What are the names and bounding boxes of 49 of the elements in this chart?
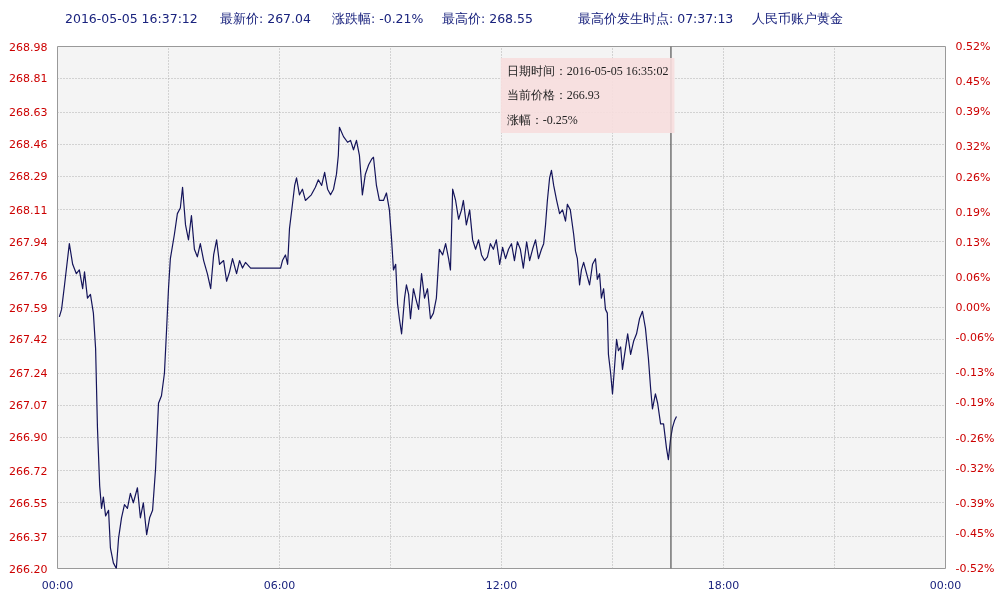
text: 最高价: 268.55 xyxy=(442,10,533,28)
y2-tick-label: 0.32% xyxy=(955,140,991,154)
y-tick-label: 266.55 xyxy=(9,496,48,510)
line-series xyxy=(58,126,678,569)
annotation: 当前价格：266.93 xyxy=(506,88,600,103)
chart-subtitle: 人民币账户黄金 xyxy=(752,10,843,28)
y-tick-label: 268.81 xyxy=(9,72,48,86)
y2-tick-label: -0.26% xyxy=(955,431,995,445)
x-tick-label: 12:00 xyxy=(485,578,518,592)
chart-title: 2016-05-05 16:37:12 xyxy=(65,10,198,28)
y-tick-label: 266.20 xyxy=(9,562,48,576)
x-tick-label: 06:00 xyxy=(263,578,296,592)
y2-tick-label: -0.52% xyxy=(955,562,995,575)
y2-tick-label: -0.45% xyxy=(955,526,995,540)
y2-tick-label: -0.13% xyxy=(955,366,995,380)
annotation: 涨幅：-0.25% xyxy=(506,112,578,127)
y-tick-label: 267.07 xyxy=(9,399,48,413)
text: 最高价发生时点: 07:37:13 xyxy=(578,10,734,28)
text: 最新价: 267.04 xyxy=(220,10,311,28)
y-tick-label: 267.42 xyxy=(9,333,48,347)
y-tick-label: 267.59 xyxy=(9,301,48,315)
x-tick-label: 18:00 xyxy=(707,578,740,592)
y-tick-label: 268.11 xyxy=(9,203,48,217)
y2-tick-label: 0.19% xyxy=(955,205,991,219)
x-tick-label: 00:00 xyxy=(929,578,962,592)
y2-tick-label: -0.19% xyxy=(955,396,995,410)
y-tick-label: 268.46 xyxy=(9,138,48,152)
y-tick-label: 267.24 xyxy=(9,367,48,381)
y-tick-label: 268.29 xyxy=(9,170,48,184)
y2-tick-label: 0.52% xyxy=(955,40,991,53)
y-tick-label: 266.90 xyxy=(9,431,48,445)
y2-tick-label: 0.39% xyxy=(955,105,991,119)
y-tick-label: 268.63 xyxy=(9,106,48,120)
y-tick-label: 266.72 xyxy=(9,464,48,478)
y-tick-label: 268.98 xyxy=(9,40,48,54)
y2-tick-label: 0.26% xyxy=(955,170,991,184)
y2-tick-label: 0.06% xyxy=(955,270,991,284)
text: 涨跌幅: -0.21% xyxy=(332,10,424,28)
annotation: 日期时间：2016-05-05 16:35:02 xyxy=(506,63,669,78)
y2-tick-label: -0.39% xyxy=(955,496,995,510)
y2-tick-label: 0.45% xyxy=(955,75,991,89)
y2-tick-label: 0.13% xyxy=(955,235,991,249)
y2-tick-label: -0.32% xyxy=(955,461,995,475)
x-tick-label: 00:00 xyxy=(41,578,74,592)
y-tick-label: 267.94 xyxy=(9,235,48,249)
y-tick-label: 266.37 xyxy=(9,530,48,544)
y2-tick-label: -0.06% xyxy=(955,331,995,345)
y2-tick-label: 0.00% xyxy=(955,301,991,314)
y-tick-label: 267.76 xyxy=(9,269,48,283)
